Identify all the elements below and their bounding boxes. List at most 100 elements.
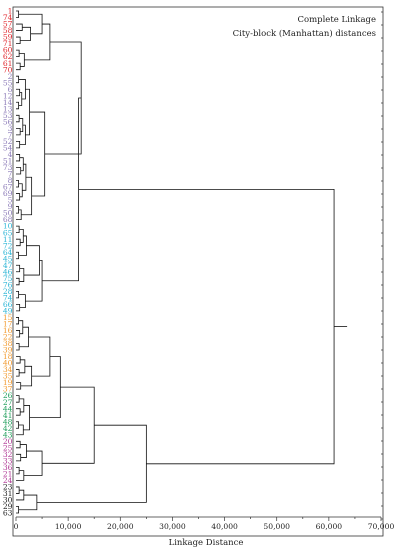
dendrogram-link (16, 486, 20, 494)
leaf-label: 76 (3, 280, 13, 289)
leaf-label: 28 (3, 287, 13, 296)
x-tick-label: 50,000 (263, 522, 290, 531)
leaf-label: 42 (3, 424, 13, 433)
leaf-label: 7 (8, 170, 13, 179)
leaf-labels: 1745758597160626170255612141353563752544… (3, 7, 13, 518)
legend-line-linkage: Complete Linkage (297, 15, 376, 25)
leaf-label: 54 (3, 144, 13, 153)
dendrogram-link (20, 26, 31, 41)
dendrogram-link (16, 114, 20, 123)
dendrogram-link (16, 238, 21, 247)
leaf-label: 65 (3, 228, 13, 237)
leaf-label: 26 (3, 391, 13, 400)
dendrogram-link (16, 49, 20, 58)
leaf-label: 16 (3, 326, 13, 335)
leaf-label: 59 (3, 33, 13, 42)
x-axis: 0 10,000 20,000 30,000 40,000 50,000 60,000 70,… (14, 11, 395, 531)
leaf-label: 67 (3, 183, 13, 192)
leaf-label: 47 (3, 261, 13, 270)
leaf-label: 23 (3, 483, 13, 492)
leaf-label: 70 (3, 65, 13, 74)
leaf-label: 44 (3, 404, 13, 413)
dendrogram-link (16, 382, 22, 390)
dendrogram-link (18, 494, 38, 511)
dendrogram-link (18, 183, 23, 198)
dendrogram-link (16, 506, 20, 514)
dendrogram-link (16, 251, 20, 260)
leaf-label: 68 (3, 215, 13, 224)
dendrogram-link (16, 206, 20, 214)
leaf-label: 53 (3, 111, 13, 120)
leaf-label: 12 (3, 91, 13, 100)
leaf-label: 15 (3, 313, 13, 322)
leaf-label: 25 (3, 443, 13, 452)
dendrogram-link (16, 356, 21, 364)
leaf-label: 36 (3, 463, 13, 472)
leaf-label: 18 (3, 352, 13, 361)
x-tick-label: 70,000 (368, 522, 395, 531)
leaf-label: 69 (3, 189, 13, 198)
dendrogram-link (24, 23, 51, 61)
leaf-label: 74 (3, 13, 13, 22)
leaf-label: 61 (3, 59, 13, 68)
plot-frame (12, 6, 384, 537)
leaf-label: 11 (3, 235, 13, 244)
x-tick-label: 20,000 (107, 522, 134, 531)
dendrogram-link (16, 395, 20, 403)
leaf-label: 52 (3, 137, 13, 146)
legend-box: Complete Linkage City-block (Manhattan) … (233, 15, 376, 39)
leaf-label: 63 (3, 509, 13, 518)
dendrogram-link (19, 157, 24, 172)
dendrogram-link (16, 470, 25, 481)
x-tick-label: 10,000 (55, 522, 82, 531)
dendrogram-link (16, 440, 21, 449)
leaf-label: 30 (3, 496, 13, 505)
leaf-label: 4 (8, 150, 13, 159)
leaf-label: 46 (3, 267, 13, 276)
leaf-label: 62 (3, 52, 13, 61)
leaf-label: 20 (3, 437, 13, 446)
leaf-label: 2 (8, 72, 13, 81)
dendrogram-link (78, 188, 335, 465)
dendrogram-link (16, 264, 21, 273)
leaf-label: 41 (3, 411, 13, 420)
leaf-label: 33 (3, 456, 13, 465)
x-axis-title: Linkage Distance (169, 538, 244, 548)
leaf-label: 5 (8, 196, 13, 205)
dendrogram-link (16, 277, 20, 286)
leaf-label: 56 (3, 117, 13, 126)
leaf-label: 34 (3, 365, 13, 374)
leaf-label: 57 (3, 20, 13, 29)
dendrogram-link (16, 489, 25, 501)
dendrogram-link (18, 92, 23, 106)
leaf-label: 45 (3, 254, 13, 263)
leaf-label: 6 (8, 85, 13, 94)
leaf-label: 17 (3, 320, 13, 329)
dendrogram-link (16, 140, 21, 149)
leaf-label: 43 (3, 430, 13, 439)
leaf-label: 7 (8, 130, 13, 139)
dendrogram-link (16, 303, 21, 312)
leaf-label: 55 (3, 78, 13, 87)
dendrogram-link (20, 365, 33, 387)
dendrogram-link (19, 326, 29, 348)
leaf-label: 50 (3, 209, 13, 218)
leaf-label: 22 (3, 333, 13, 342)
dendrogram-link (23, 405, 30, 431)
leaf-label: 35 (3, 372, 13, 381)
dendrogram-link (16, 317, 20, 325)
dendrogram-link (16, 180, 20, 188)
leaf-label: 66 (3, 300, 13, 309)
dendrogram-link (16, 167, 22, 175)
dendrogram-link (16, 225, 20, 234)
dendrogram-link (22, 163, 27, 191)
leaf-label: 10 (3, 222, 13, 231)
dendrogram-link (42, 386, 95, 464)
leaf-label: 51 (3, 157, 13, 166)
dendrogram-link (16, 290, 20, 299)
leaf-label: 39 (3, 346, 13, 355)
leaf-label: 3 (8, 124, 13, 133)
leaf-label: 40 (3, 359, 13, 368)
x-tick-label: 30,000 (159, 522, 186, 531)
dendrogram-link (16, 193, 21, 201)
